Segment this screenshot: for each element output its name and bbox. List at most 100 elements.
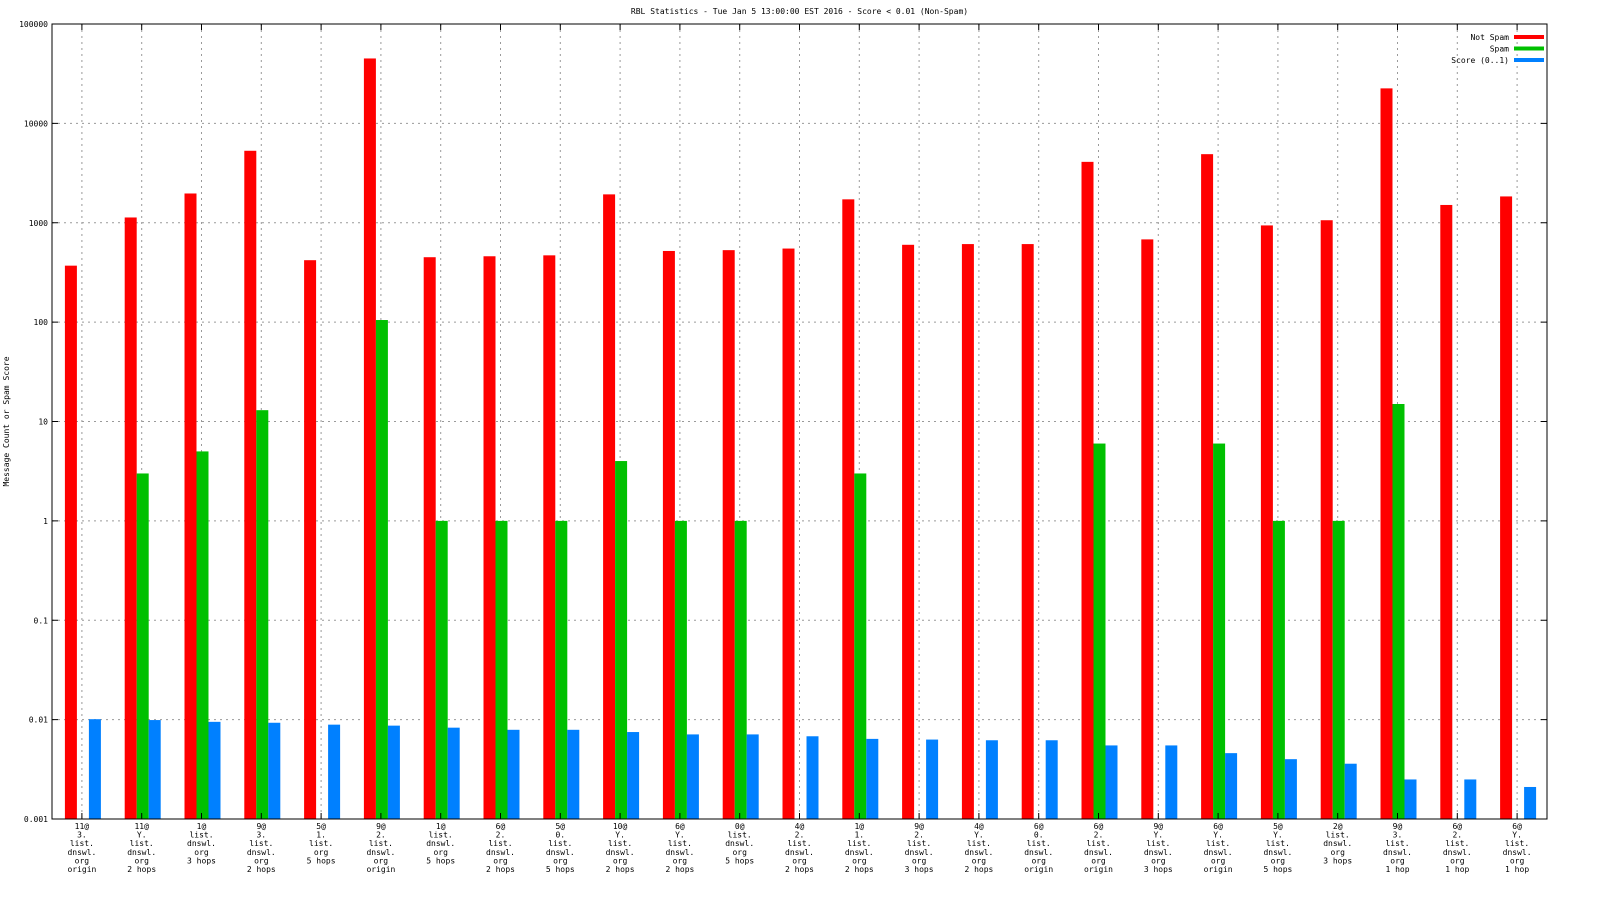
bar-spam — [854, 473, 867, 819]
bar-not-spam — [1081, 161, 1094, 819]
bar-not-spam — [1141, 239, 1154, 820]
y-tick-label: 100000 — [19, 20, 48, 29]
bar-not-spam — [1021, 244, 1034, 819]
bar-score-0-1 — [686, 734, 699, 819]
x-tick-label: 9@ 3. list. dnswl. org 2 hops — [247, 822, 276, 874]
bar-not-spam — [1320, 220, 1333, 819]
bar-score-0-1 — [926, 739, 939, 819]
bar-score-0-1 — [1105, 745, 1118, 819]
bar-score-0-1 — [1225, 753, 1238, 819]
x-tick-label: 6@ 2. list. dnswl. org 2 hops — [486, 822, 515, 874]
x-tick-label: 1@ list. dnswl. org 3 hops — [187, 822, 216, 865]
bar-score-0-1 — [447, 727, 460, 819]
bar-score-0-1 — [567, 729, 580, 819]
bar-not-spam — [423, 257, 436, 819]
bar-spam — [435, 520, 448, 819]
bar-score-0-1 — [1404, 779, 1417, 819]
bar-not-spam — [722, 250, 735, 819]
y-axis-label: Message Count or Spam Score — [2, 356, 11, 486]
bar-not-spam — [64, 265, 77, 820]
x-tick-label: 5@ 0. list. dnswl. org 5 hops — [546, 822, 575, 874]
bar-score-0-1 — [746, 734, 759, 819]
bar-not-spam — [1201, 154, 1214, 820]
x-tick-label: 6@ Y. list. dnswl. org 1 hop — [1503, 822, 1532, 874]
bar-not-spam — [603, 194, 616, 819]
bar-spam — [734, 520, 747, 819]
x-tick-label: 9@ 2. list. dnswl. org 3 hops — [905, 822, 934, 874]
bar-not-spam — [1500, 196, 1513, 820]
x-tick-label: 0@ list. dnswl. org 5 hops — [725, 822, 754, 865]
x-tick-label: 4@ Y. list. dnswl. org 2 hops — [964, 822, 993, 874]
bar-not-spam — [124, 217, 137, 819]
x-tick-label: 11@ 3. list. dnswl. org origin — [67, 822, 96, 874]
bar-spam — [555, 520, 568, 819]
bar-spam — [495, 520, 508, 819]
x-tick-label: 9@ Y. list. dnswl. org 3 hops — [1144, 822, 1173, 874]
bar-not-spam — [244, 150, 257, 819]
bar-score-0-1 — [1524, 786, 1537, 819]
y-tick-label: 10000 — [24, 119, 48, 128]
bar-spam — [1392, 404, 1405, 819]
x-tick-label: 5@ Y. list. dnswl. org 5 hops — [1263, 822, 1292, 874]
bar-spam — [1093, 443, 1106, 819]
x-tick-label: 6@ Y. list. dnswl. org 2 hops — [665, 822, 694, 874]
bar-spam — [1332, 520, 1345, 819]
bar-score-0-1 — [985, 740, 998, 819]
x-tick-label: 1@ list. dnswl. org 5 hops — [426, 822, 455, 865]
legend-label: Spam — [1490, 45, 1509, 54]
bar-not-spam — [782, 248, 795, 819]
bar-not-spam — [1440, 204, 1453, 819]
y-tick-label: 0.001 — [24, 815, 48, 824]
y-tick-label: 100 — [34, 318, 49, 327]
bar-score-0-1 — [1284, 759, 1297, 819]
bar-score-0-1 — [148, 720, 161, 819]
y-tick-label: 0.01 — [29, 716, 48, 725]
bar-spam — [1272, 520, 1285, 819]
bar-score-0-1 — [1045, 740, 1058, 819]
bar-not-spam — [543, 255, 556, 820]
grid — [52, 24, 1547, 819]
x-tick-label: 2@ list. dnswl. org 3 hops — [1323, 822, 1352, 865]
x-tick-label: 6@ 0. list. dnswl. org origin — [1024, 822, 1053, 874]
y-tick-label: 0.1 — [34, 616, 49, 625]
bar-not-spam — [304, 260, 317, 820]
y-tick-label: 10 — [38, 418, 48, 427]
bar-score-0-1 — [387, 725, 400, 819]
chart-title: RBL Statistics - Tue Jan 5 13:00:00 EST … — [631, 7, 968, 16]
x-tick-label: 1@ 1. list. dnswl. org 2 hops — [845, 822, 874, 874]
bar-score-0-1 — [268, 722, 281, 819]
bar-not-spam — [184, 193, 197, 819]
bar-spam — [256, 410, 269, 819]
bar-spam — [615, 461, 628, 819]
bar-not-spam — [662, 250, 675, 819]
legend: Not Spam Spam Score (0..1) — [1451, 33, 1544, 65]
legend-swatch — [1514, 58, 1544, 62]
x-tick-label: 11@ Y. list. dnswl. org 2 hops — [127, 822, 156, 874]
y-tick-label: 1000 — [29, 219, 48, 228]
bar-score-0-1 — [328, 724, 341, 819]
bar-spam — [674, 520, 687, 819]
x-tick-label: 4@ 2. list. dnswl. org 2 hops — [785, 822, 814, 874]
bar-not-spam — [961, 244, 974, 819]
bar-spam — [136, 473, 149, 819]
bar-not-spam — [1380, 88, 1393, 820]
bar-score-0-1 — [866, 738, 879, 819]
bar-score-0-1 — [208, 721, 221, 819]
x-tick-label: 6@ Y. list. dnswl. org origin — [1204, 822, 1233, 874]
bar-spam — [196, 451, 209, 819]
bar-not-spam — [363, 58, 376, 819]
x-tick-label: 9@ 2. list. dnswl. org origin — [366, 822, 395, 874]
legend-label: Score (0..1) — [1451, 56, 1509, 65]
bar-score-0-1 — [507, 729, 520, 819]
bar-spam — [1213, 443, 1226, 819]
x-tick-label: 9@ 3. list. dnswl. org 1 hop — [1383, 822, 1412, 874]
x-axis: 11@ 3. list. dnswl. org origin 11@ Y. list. dnswl… — [67, 822, 1531, 874]
bar-not-spam — [483, 256, 496, 819]
bar-score-0-1 — [1464, 779, 1477, 819]
bars — [64, 58, 1537, 820]
x-tick-label: 10@ Y. list. dnswl. org 2 hops — [606, 822, 635, 874]
x-tick-label: 5@ 1. list. org 5 hops — [307, 822, 336, 865]
bar-score-0-1 — [1344, 763, 1357, 819]
